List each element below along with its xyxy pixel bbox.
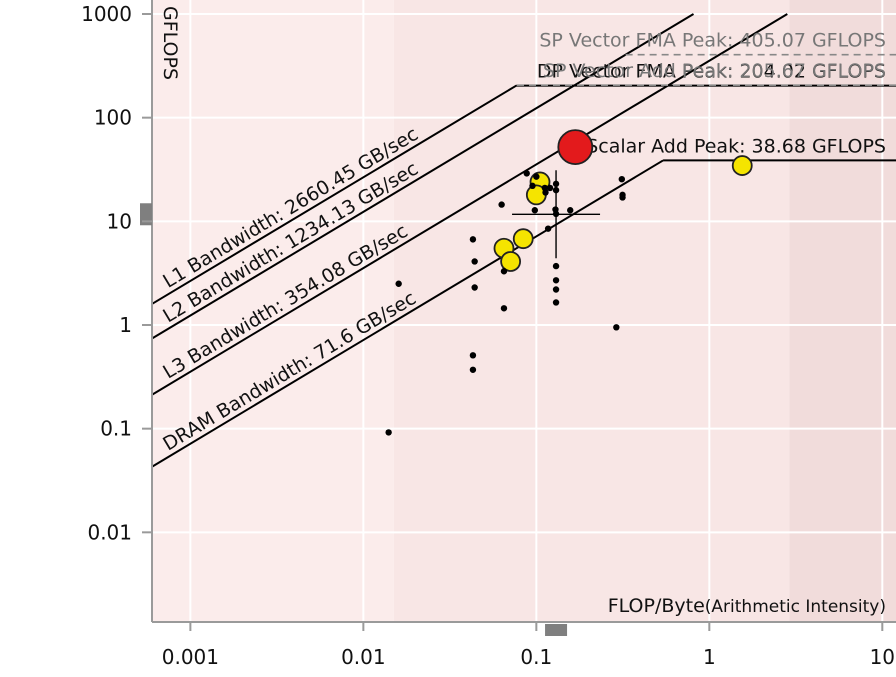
region-2 [789, 0, 896, 622]
y-tick-label-3: 1 [119, 313, 132, 337]
bandwidth-roof-3 [151, 159, 664, 468]
point-small-24 [552, 277, 560, 284]
point-small-19 [471, 284, 478, 291]
point-small-16 [619, 194, 626, 201]
x-tick-label-1: 0.01 [341, 645, 386, 669]
x-tick-label-0: 0.001 [162, 645, 219, 669]
point-small-7 [542, 189, 549, 196]
point-small-6 [552, 180, 560, 188]
point-small-11 [567, 207, 574, 214]
y-axis-label: GFLOPS [159, 6, 181, 80]
intensity-regions [152, 0, 896, 622]
point-small-14 [618, 175, 626, 183]
point-red-0 [557, 129, 594, 166]
axis-ticks: 0.001 0.01 0.1 1 10 1000 100 10 1 0.1 0.01 [81, 2, 895, 669]
point-small-4 [546, 184, 554, 192]
y-tick-label-0: 1000 [81, 2, 132, 26]
bandwidth-roof-2 [151, 13, 788, 396]
grid-lines [152, 0, 896, 622]
point-small-29 [469, 366, 477, 373]
point-small-27 [613, 324, 620, 331]
point-small-20 [500, 268, 508, 275]
point-small-22 [395, 280, 402, 287]
point-small-18 [471, 258, 478, 265]
y-tick-label-5: 0.01 [87, 520, 132, 544]
point-small-28 [469, 352, 477, 359]
axes [140, 0, 896, 636]
x-tick-label-4: 10 [870, 645, 895, 669]
x-axis-label: FLOP/Byte(Arithmetic Intensity) [608, 595, 886, 617]
compute-roof-label-2: SP Vector Add Peak: 205.67 GFLOPS [543, 60, 886, 82]
point-small-2 [529, 182, 536, 190]
point-small-9 [552, 210, 560, 218]
point-small-0 [523, 170, 530, 177]
region-0 [152, 0, 394, 622]
compute-roof-label-1: DP Vector FMA Peak: 204.02 GFLOPS [537, 61, 886, 83]
x-axis-label-suffix: (Arithmetic Intensity) [705, 597, 886, 617]
point-small-30 [385, 429, 392, 436]
x-tick-label-3: 1 [703, 645, 716, 669]
bandwidth-roof-1 [151, 13, 695, 340]
point-small-26 [552, 299, 560, 306]
point-small-25 [552, 286, 560, 293]
point-small-23 [552, 262, 560, 270]
x-tick-label-2: 0.1 [520, 645, 552, 669]
y-axis-scroll-handle[interactable] [140, 203, 152, 226]
point-small-13 [498, 201, 505, 208]
point-yellow-2 [512, 228, 534, 250]
y-tick-label-4: 0.1 [100, 417, 132, 441]
point-small-5 [552, 186, 560, 194]
bandwidth-roof-0 [151, 84, 517, 305]
y-tick-label-2: 10 [107, 209, 132, 233]
compute-roof-label-3: Scalar Add Peak: 38.68 GFLOPS [586, 135, 886, 157]
point-small-10 [531, 207, 539, 214]
point-small-1 [533, 173, 540, 180]
y-tick-label-1: 100 [94, 106, 132, 130]
point-small-12 [544, 225, 552, 232]
point-small-17 [469, 236, 477, 243]
region-1 [393, 0, 790, 622]
compute-roof-label-0: SP Vector FMA Peak: 405.07 GFLOPS [539, 30, 886, 52]
point-yellow-5 [731, 155, 753, 176]
x-axis-scroll-handle[interactable] [545, 624, 568, 636]
x-axis-label-main: FLOP/Byte [608, 595, 705, 617]
roof-lines [151, 13, 896, 468]
point-small-21 [500, 305, 508, 312]
point-yellow-4 [500, 251, 522, 272]
data-points [385, 129, 753, 436]
